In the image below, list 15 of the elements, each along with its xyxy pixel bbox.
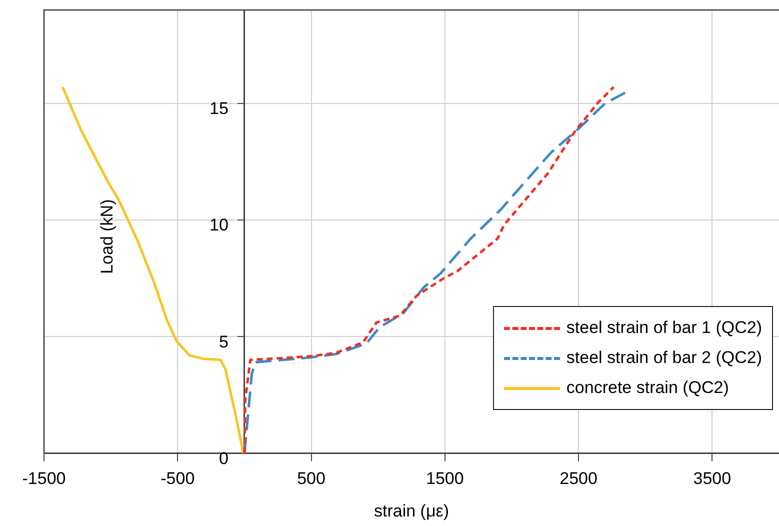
legend-label: steel strain of bar 2 (QC2) (566, 348, 762, 368)
x-tick-label: 1500 (426, 469, 464, 488)
y-tick-label: 15 (210, 98, 228, 118)
y-tick-label: 0 (218, 448, 228, 468)
legend-label: concrete strain (QC2) (566, 378, 729, 398)
y-axis-title: Load (kN) (98, 199, 117, 274)
x-tick-label: 2500 (560, 469, 598, 488)
y-tick-label: 5 (218, 332, 228, 352)
y-tick-label: 10 (210, 216, 228, 235)
legend-label: steel strain of bar 1 (QC2) (566, 318, 762, 338)
x-axis-title: strain (με) (374, 501, 449, 520)
x-tick-label: 3500 (693, 469, 732, 488)
x-tick-label: -1500 (22, 469, 66, 488)
x-tick-label: 500 (297, 469, 326, 488)
x-tick-label: -500 (160, 469, 195, 488)
